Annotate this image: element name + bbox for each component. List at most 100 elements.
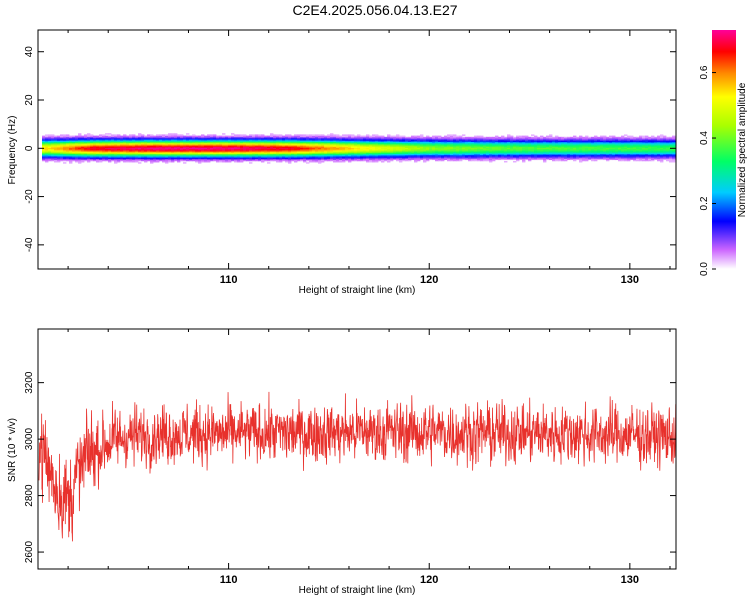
spectrogram-cell [273,158,277,161]
spectrogram-cell [459,136,463,139]
spectrogram-cell [237,136,241,139]
spectrogram-cell [201,140,205,142]
spectrogram-cell [558,139,562,141]
spectrogram-cell [495,138,499,140]
spectrogram-cell [528,146,532,148]
spectrogram-cell [519,136,523,139]
spectrogram-cell [279,150,283,152]
spectrogram-cell [666,145,670,147]
spectrogram-cell [117,150,121,152]
spectrogram-cell [276,145,280,147]
spectrogram-cell [402,150,406,152]
spectrogram-cell [309,138,313,140]
spectrogram-cell [276,158,280,161]
spectrogram-cell [42,145,46,147]
spectrogram-cell [279,146,283,148]
spectrogram-cell [558,148,562,151]
spectrogram-cell [303,148,307,151]
spectrogram-cell [129,146,133,148]
spectrogram-cell [462,146,466,148]
spectrogram-cell [450,140,454,142]
spectrogram-cell [201,158,205,161]
spectrogram-cell [513,158,517,161]
spectrogram-cell [585,156,589,158]
spectrogram-cell [291,141,295,144]
spectrogram-cell [216,150,220,152]
spectrogram-cell [531,154,535,157]
spectrogram-cell [129,142,133,145]
spectrogram-cell [300,151,304,153]
spectrogram-cell [543,156,547,158]
spectrogram-cell [411,142,415,145]
spectrogram-cell [252,145,256,147]
spectrogram-cell [270,142,274,145]
spectrogram-cell [297,152,301,155]
spectrogram-cell [564,148,568,151]
spectrogram-cell [315,160,319,163]
spectrogram-cell [117,147,121,150]
spectrogram-cell [108,146,112,148]
spectrogram-cell [513,157,517,159]
spectrogram-cell [105,142,109,145]
spectrogram-cell [132,142,136,145]
spectrogram-cell [162,152,166,155]
spectrogram-cell [300,142,304,145]
spectrogram-cell [357,159,361,162]
spectrogram-cell [57,148,61,151]
spectrogram-cell [231,147,235,150]
spectrogram-cell [90,157,94,159]
spectrogram-cell [180,141,184,144]
spectrogram-cell [51,136,55,139]
spectrogram-cell [384,138,388,140]
spectrogram-cell [204,150,208,152]
spectrogram-cell [657,135,661,138]
spectrogram-cell [456,153,460,156]
spectrogram-cell [267,146,271,148]
spectrogram-cell [222,160,226,163]
spectrogram-cell [63,140,67,142]
spectrogram-cell [549,144,553,146]
spectrogram-cell [363,159,367,162]
spectrogram-cell [588,157,592,159]
spectrogram-cell [474,139,478,141]
spectrogram-cell [540,156,544,158]
spectrogram-cell [621,152,625,155]
spectrogram-cell [477,152,481,155]
spectrogram-cell [330,151,334,153]
spectrogram-cell [669,159,673,162]
spectrogram-cell [456,147,460,150]
spectrogram-cell [111,148,115,151]
spectrogram-cell [477,139,481,141]
spectrogram-cell [516,150,520,152]
spectrogram-cell [462,148,466,151]
spectrogram-cell [444,148,448,151]
spectrogram-cell [621,153,625,156]
spectrogram-cell [486,145,490,147]
spectrogram-cell [135,147,139,150]
spectrogram-cell [144,147,148,150]
spectrogram-cell [333,145,337,147]
spectrogram-cell [207,146,211,148]
spectrogram-cell [453,154,457,157]
spectrogram-cell [672,150,676,152]
spectrogram-cell [144,138,148,140]
spectrogram-cell [660,146,664,148]
spectrogram-cell [42,138,46,140]
spectrogram-cell [159,152,163,155]
spectrogram-cell [288,146,292,148]
spectrogram-cell [225,158,229,161]
spectrogram-cell [87,141,91,144]
spectrogram-cell [456,159,460,162]
spectrogram-cell [156,157,160,159]
spectrogram-cell [156,154,160,157]
spectrogram-cell [618,145,622,147]
spectrogram-cell [249,146,253,148]
spectrogram-cell [201,138,205,140]
spectrogram-cell [342,138,346,140]
spectrogram-cell [606,157,610,159]
spectrogram-cell [651,147,655,150]
spectrogram-cell [69,141,73,144]
spectrogram-cell [234,148,238,151]
spectrogram-cell [567,148,571,151]
spectrogram-cell [669,138,673,140]
